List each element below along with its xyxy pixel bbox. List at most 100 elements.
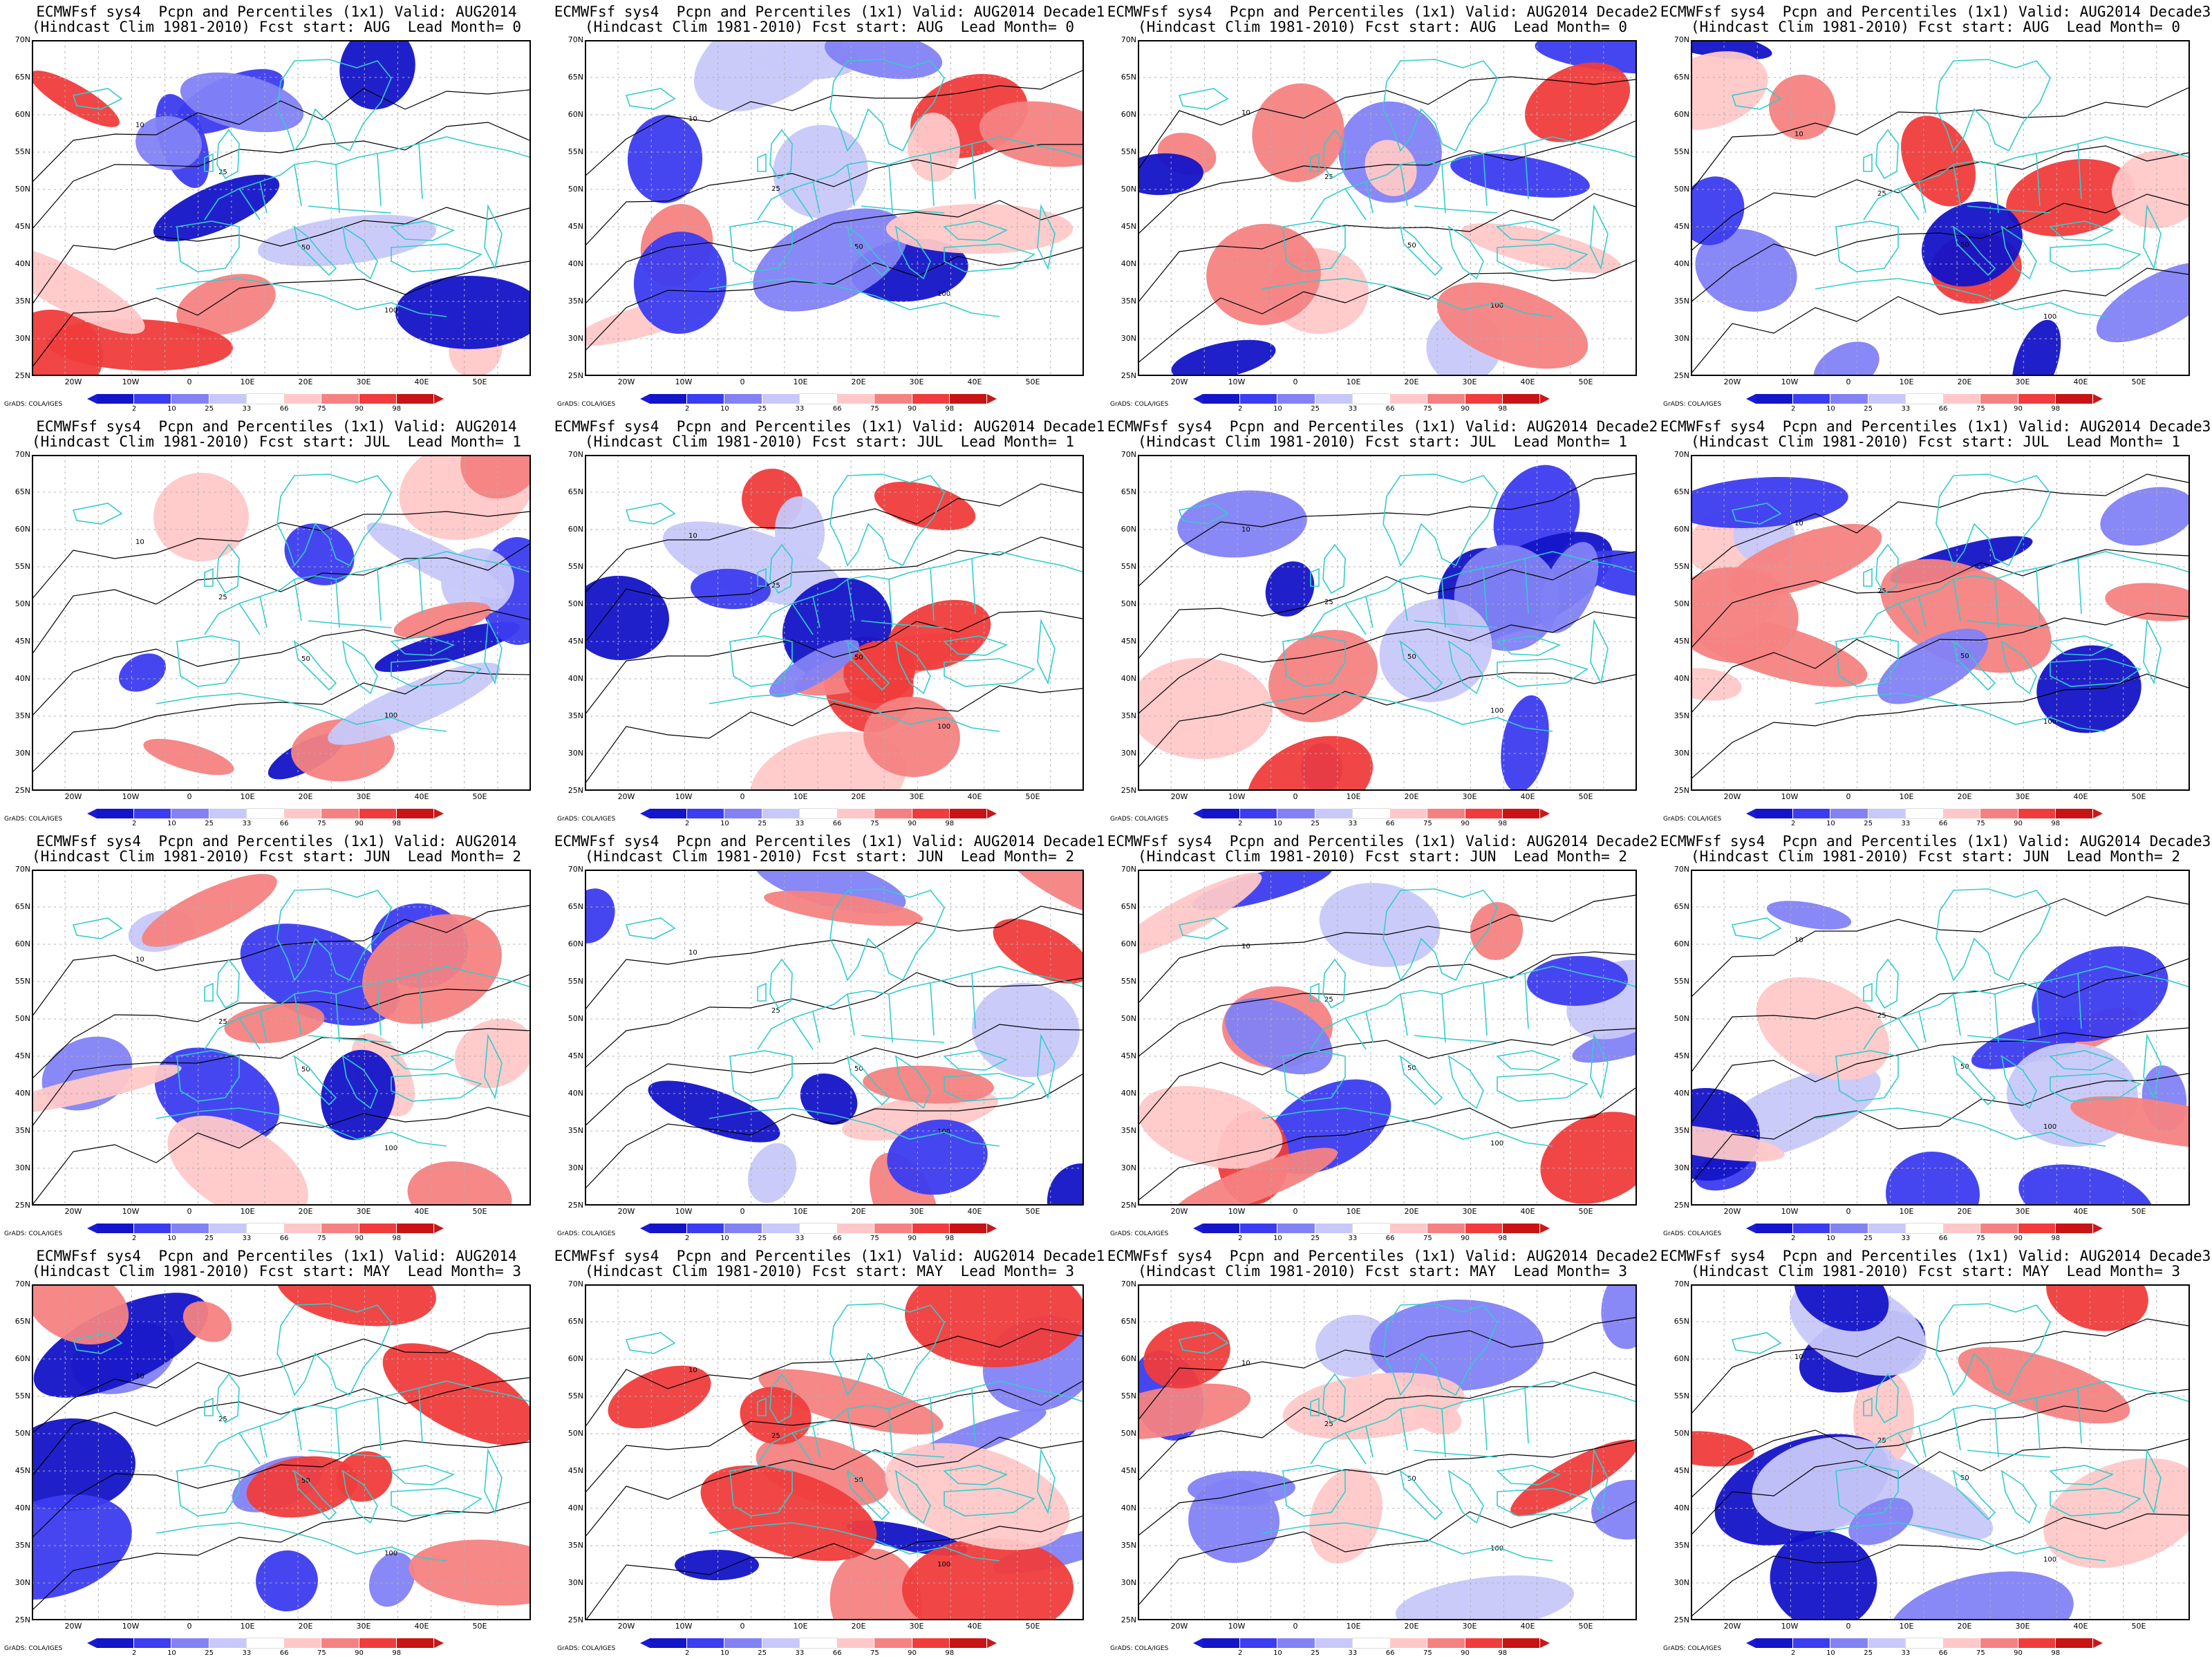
percentile-shading — [1691, 176, 1745, 245]
colorbar-max-arrow — [434, 1224, 444, 1233]
colorbar-min-arrow — [87, 394, 97, 404]
coastline — [176, 1050, 240, 1102]
lat-tick-label: 40N — [15, 1503, 30, 1512]
colorbar-swatch — [837, 394, 875, 404]
colorbar-label: 25 — [1864, 1649, 1873, 1657]
grads-credit: GrADS: COLA/IGES — [557, 1645, 616, 1652]
colorbar-swatch — [284, 1224, 322, 1233]
coastline — [830, 1303, 945, 1396]
colorbar-swatch — [912, 394, 950, 404]
lat-tick-label: 55N — [15, 977, 30, 986]
lat-tick-label: 45N — [15, 637, 30, 646]
percentile-shading — [1958, 1347, 2130, 1424]
colorbar-swatch — [1277, 1638, 1315, 1648]
colorbar — [1193, 1223, 1550, 1234]
colorbar-min-arrow — [1746, 1638, 1756, 1648]
coastline — [2049, 1033, 2162, 1100]
colorbar-label: 98 — [1498, 1649, 1508, 1657]
lat-tick-label: 65N — [1674, 1317, 1689, 1326]
precip-contour — [1691, 194, 2189, 303]
precip-contour — [1138, 1087, 1636, 1201]
percentile-shading — [585, 888, 615, 944]
contour-label: 25 — [771, 185, 780, 193]
colorbar-swatch — [1830, 809, 1868, 818]
contour-label: 25 — [1324, 174, 1333, 181]
colorbar-swatch — [209, 809, 247, 818]
coastline — [1344, 1387, 1529, 1465]
lat-tick-label: 60N — [568, 1354, 583, 1363]
lat-tick-label: 30N — [1674, 1163, 1689, 1172]
lat-tick-label: 55N — [1121, 977, 1136, 986]
map-panel: ECMWFsf sys4 Pcpn and Percentiles (1x1) … — [0, 0, 553, 415]
map-panel: ECMWFsf sys4 Pcpn and Percentiles (1x1) … — [0, 415, 553, 830]
colorbar-label: 33 — [795, 1649, 805, 1657]
colorbar-max-arrow — [434, 394, 444, 404]
lon-tick-label: 40E — [2073, 792, 2088, 801]
lon-tick-label: 20W — [1723, 792, 1741, 801]
coastline — [894, 1055, 931, 1109]
precip-map: 10 25 50 100 — [1691, 1284, 2190, 1620]
colorbar-label: 90 — [908, 1235, 917, 1242]
precip-contour — [1138, 551, 1636, 660]
colorbar-swatch — [245, 808, 285, 819]
lat-tick-label: 65N — [15, 73, 30, 82]
lat-tick-label: 25N — [15, 1615, 30, 1624]
lon-tick-label: 10W — [1228, 1207, 1246, 1216]
panel-subtitle: (Hindcast Clim 1981-2010) Fcst start: AU… — [31, 19, 521, 35]
colorbar-label: 66 — [279, 1649, 289, 1657]
map-frame — [1138, 455, 1637, 791]
percentile-shading — [2046, 1284, 2148, 1331]
percentile-shading — [1524, 62, 1631, 142]
coastline — [1952, 640, 1996, 691]
map-frame — [1138, 870, 1637, 1206]
colorbar-swatch — [1240, 1224, 1278, 1233]
grads-credit: GrADS: COLA/IGES — [557, 1230, 616, 1237]
percentile-shading — [1172, 1147, 1338, 1206]
lon-tick-label: 30E — [2015, 1622, 2030, 1631]
colorbar-max-arrow — [987, 394, 997, 404]
colorbar-label: 75 — [1423, 820, 1432, 827]
coastline — [1952, 225, 1996, 276]
coastline — [1447, 640, 1484, 695]
coastline — [1399, 1470, 1443, 1521]
lat-tick-label: 40N — [568, 1503, 583, 1512]
percentile-shading — [1264, 1079, 1391, 1174]
percentile-shading — [863, 696, 960, 778]
colorbar-swatch — [650, 394, 688, 404]
contour-label: 50 — [301, 655, 310, 663]
colorbar-label: 33 — [1901, 1235, 1911, 1242]
coastline — [1496, 1448, 1609, 1515]
colorbar-swatch — [97, 1224, 135, 1233]
coastline — [757, 129, 793, 180]
colorbar-swatch — [650, 1638, 688, 1648]
lon-tick-label: 20E — [1957, 792, 1972, 801]
coastline — [204, 1373, 240, 1424]
coastline — [390, 1448, 503, 1515]
lat-tick-label: 35N — [1674, 1126, 1689, 1135]
map-panel: ECMWFsf sys4 Pcpn and Percentiles (1x1) … — [1659, 1244, 2212, 1659]
lat-tick-label: 65N — [15, 487, 30, 496]
precip-contour — [585, 483, 1083, 594]
colorbar-swatch — [1756, 1224, 1794, 1233]
colorbar-swatch — [874, 1224, 912, 1233]
contour-label: 50 — [1960, 653, 1969, 660]
colorbar-label: 98 — [945, 820, 955, 827]
coastline — [830, 888, 945, 982]
lon-tick-label: 0 — [187, 377, 192, 386]
colorbar-label: 75 — [870, 405, 879, 413]
percentile-shading — [143, 738, 234, 776]
lon-tick-label: 40E — [414, 377, 429, 386]
colorbar-label: 90 — [1461, 820, 1470, 827]
lon-tick-label: 10W — [1228, 792, 1246, 801]
lat-tick-label: 40N — [1674, 674, 1689, 683]
percentile-shading — [1177, 490, 1307, 558]
colorbar-swatch — [134, 1638, 172, 1648]
lat-tick-label: 65N — [15, 1317, 30, 1326]
lon-tick-label: 20W — [1723, 377, 1741, 386]
lat-tick-label: 25N — [568, 786, 583, 795]
coastline — [1178, 88, 1229, 110]
colorbar-swatch — [1793, 1638, 1831, 1648]
lat-tick-label: 25N — [568, 371, 583, 380]
lat-tick-label: 65N — [1674, 902, 1689, 911]
